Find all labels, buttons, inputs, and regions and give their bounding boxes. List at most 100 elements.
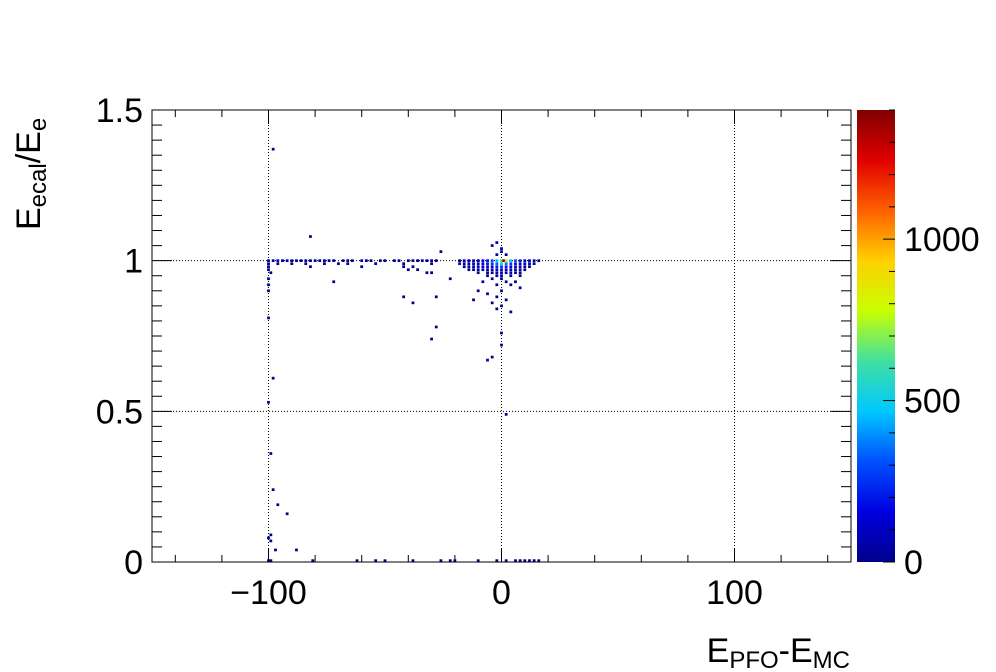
heatmap-cell [476,268,480,272]
heatmap-cell [504,280,508,284]
heatmap-cell [509,283,513,287]
heatmap-cell [537,259,541,263]
heatmap-cell [416,259,420,263]
heatmap-cell [476,271,480,275]
heatmap-cell [383,259,387,263]
x-axis-title: EPFO-EMC [707,632,850,672]
heatmap-cell [504,268,508,272]
heatmap-cell [518,268,522,272]
heatmap-cell [500,289,503,293]
x-title-sub1: PFO [729,647,778,672]
x-title-mid: -E [779,632,813,670]
heatmap-cell [490,355,494,359]
heatmap-cell [481,280,485,284]
heatmap-cell [528,259,531,263]
heatmap-cell [304,262,308,266]
heatmap-cell [514,280,517,284]
heatmap-cell [271,147,275,151]
heatmap-cell [500,250,503,253]
heatmap-cell [439,559,443,562]
y-title-mid: /E [10,131,48,163]
heatmap-cell [476,262,480,266]
heatmap-cell [532,559,536,562]
heatmap-cell [518,271,522,275]
heatmap-cell [486,358,489,362]
heatmap-cell [364,259,368,263]
heatmap-cell [502,259,506,263]
color-scale-label: 500 [904,383,961,421]
heatmap-cell [490,262,494,266]
heatmap-cell [313,259,317,263]
y-tick-label: 1.5 [96,92,143,130]
heatmap-cell [295,259,298,263]
heatmap-cell [495,259,499,263]
heatmap-cell [430,271,433,275]
heatmap-cell [481,262,485,266]
data-cells [267,147,541,562]
x-tick-label: −100 [230,574,307,612]
heatmap-cell [439,250,443,253]
heatmap-cell [448,277,452,281]
heatmap-cell [271,259,275,263]
heatmap-cell [504,559,508,562]
heatmap-cell [269,452,273,455]
heatmap-cell [514,268,517,272]
heatmap-cell [285,259,289,263]
heatmap-cell [504,265,508,269]
heatmap-cell [276,259,280,263]
heatmap-cell [346,262,350,266]
heatmap-cell [495,268,499,272]
heatmap-cell [486,292,489,296]
heatmap-cell [411,259,415,263]
heatmap-cell [518,274,522,278]
heatmap-cell [411,265,415,269]
heatmap-cell [425,259,429,263]
x-title-main: E [707,632,730,670]
x-tick-label: 100 [706,574,763,612]
heatmap-cell [518,259,522,263]
heatmap-cell [500,277,503,281]
heatmap-cell [472,268,475,272]
heatmap-cell [269,539,273,543]
heatmap-cell [490,244,494,247]
heatmap-cell [350,259,354,263]
heatmap-cell [495,262,499,266]
heatmap-cell [490,268,494,272]
heatmap-cell [486,265,489,269]
heatmap-cell [392,259,396,263]
heatmap-cell [448,559,452,562]
heatmap-cell [346,259,350,263]
y-tick-label: 0.5 [96,393,143,431]
heatmap-cell [304,259,308,263]
heatmap-cell [267,277,270,281]
heatmap-cell [337,262,340,266]
heatmap-cell [462,262,466,266]
heatmap-cell [267,283,270,287]
heatmap-cell [476,559,480,562]
heatmap-cell [500,274,503,278]
heatmap-cell [309,235,312,238]
heatmap-cell [276,503,280,507]
heatmap-cell [285,512,289,516]
heatmap-cell [323,262,326,266]
heatmap-cell [490,301,494,305]
heatmap-cell [495,241,499,244]
heatmap-cell [495,307,499,311]
heatmap-cell [509,265,513,269]
heatmap-cell [528,559,531,562]
heatmap-cell [411,559,415,562]
heatmap-cell [486,259,489,263]
heatmap-cell [518,262,522,266]
heatmap-cell [467,259,471,263]
heatmap-cell [504,259,508,263]
heatmap-cell [532,262,536,266]
heatmap-cell [509,262,513,266]
heatmap-cell [500,343,503,347]
heatmap-cell [509,259,513,263]
heatmap-cell [267,259,270,263]
heatmap-cell [309,259,312,263]
heatmap-cell [476,265,480,269]
heatmap-cell [490,277,494,281]
heatmap-cell [434,295,438,299]
